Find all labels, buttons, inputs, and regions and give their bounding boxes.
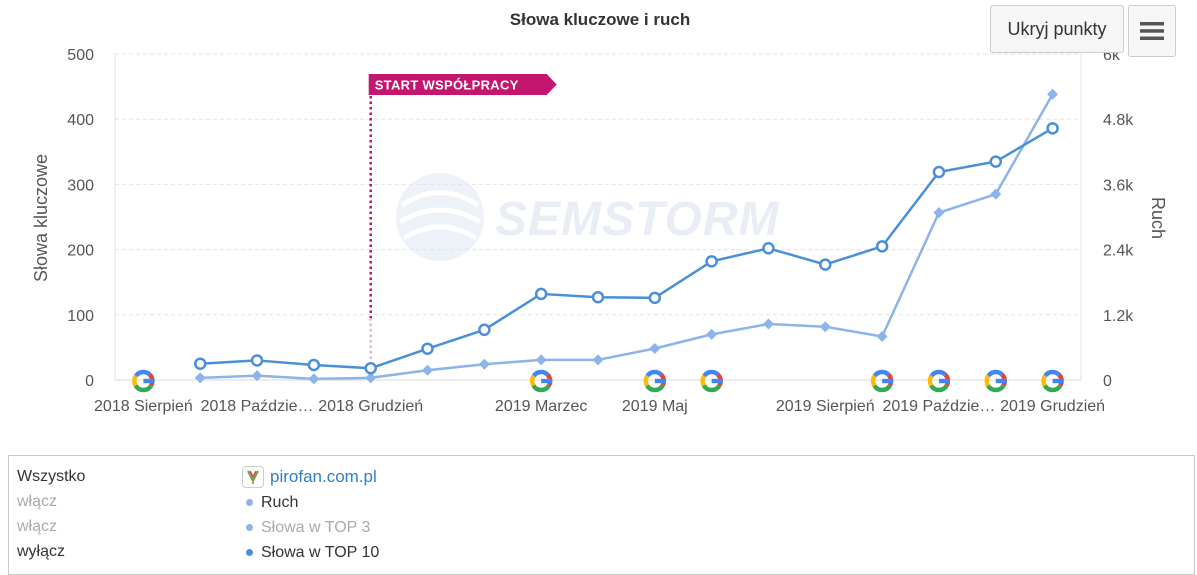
data-point	[932, 165, 946, 179]
y-right-tick-label: 2.4k	[1103, 243, 1134, 260]
google-icon	[132, 369, 155, 393]
series-group	[193, 88, 1059, 385]
google-icon	[1041, 369, 1064, 393]
data-point	[193, 357, 207, 370]
data-point	[876, 331, 888, 343]
google-icon	[984, 369, 1007, 393]
data-point	[1047, 88, 1059, 100]
toggle-all[interactable]: Wszystko	[17, 468, 86, 485]
chart-menu-button[interactable]	[1128, 5, 1176, 57]
semstorm-watermark: SEMSTORM	[396, 173, 779, 261]
y-right-tick-label: 1.2k	[1103, 308, 1134, 325]
google-icon	[643, 369, 667, 393]
data-point	[592, 354, 604, 366]
site-link[interactable]: pirofan.com.pl	[270, 467, 377, 486]
y-right-tick-label: 0	[1103, 373, 1112, 390]
y-left-tick-label: 300	[67, 177, 94, 194]
y-right-tick-label: 3.6k	[1103, 177, 1134, 194]
toggle-top10[interactable]: wyłącz	[17, 543, 66, 560]
legend-dot	[246, 549, 253, 556]
data-point	[762, 242, 775, 255]
data-point	[706, 328, 718, 340]
y-left-tick-label: 500	[67, 47, 94, 64]
legend-panel: Wszystko włącz włącz wyłącz pirofan.com.…	[8, 455, 1195, 575]
annotation-label: START WSPÓŁPRACY	[375, 78, 519, 93]
x-tick-label: 2018 Sierpień	[94, 398, 193, 415]
data-point	[648, 291, 662, 305]
legend-item-top3[interactable]: Słowa w TOP 3	[242, 515, 379, 540]
data-point	[649, 342, 661, 354]
watermark-text: SEMSTORM	[495, 193, 779, 246]
legend-dot	[246, 499, 253, 506]
data-point	[250, 354, 264, 367]
x-tick-label: 2018 Paździe…	[201, 398, 314, 415]
y-right-tick-label: 4.8k	[1103, 112, 1134, 129]
data-point	[705, 255, 718, 268]
data-point	[194, 372, 206, 384]
start-annotation: START WSPÓŁPRACY	[368, 74, 557, 376]
legend-toggles: Wszystko włącz włącz wyłącz	[17, 466, 85, 566]
x-tick-label: 2019 Sierpień	[776, 398, 875, 415]
data-point	[1046, 122, 1059, 135]
legend-label: Słowa w TOP 10	[261, 543, 380, 561]
data-point	[819, 258, 832, 271]
legend-dot	[246, 524, 253, 531]
data-point	[875, 240, 889, 253]
y-left-tick-label: 100	[67, 308, 94, 325]
legend-item-top10[interactable]: Słowa w TOP 10	[242, 540, 379, 565]
y-left-tick-label: 0	[85, 373, 94, 390]
x-tick-label: 2018 Grudzień	[318, 398, 423, 415]
google-icon	[529, 369, 553, 393]
legend-series-list: pirofan.com.pl Ruch Słowa w TOP 3 Słowa …	[242, 464, 379, 565]
y-left-tick-label: 200	[67, 243, 94, 260]
hide-points-button[interactable]: Ukryj punkty	[990, 5, 1124, 53]
y-left-tick-label: 400	[67, 112, 94, 129]
site-favicon-icon	[242, 466, 264, 488]
x-tick-label: 2019 Paździe…	[882, 398, 995, 415]
data-point	[365, 372, 377, 384]
y-axis-right-title: Ruch	[1148, 197, 1168, 239]
google-icon	[927, 369, 951, 393]
data-point	[364, 362, 377, 375]
x-tick-label: 2019 Maj	[622, 398, 688, 415]
data-point	[308, 373, 320, 385]
data-point	[478, 323, 491, 337]
data-point	[421, 342, 434, 355]
series-line	[200, 127, 1054, 370]
data-point	[251, 370, 263, 382]
google-icon	[700, 369, 723, 393]
data-point	[989, 155, 1003, 168]
data-point	[591, 290, 605, 304]
data-point	[422, 364, 434, 376]
data-point	[478, 358, 490, 370]
google-icon	[870, 369, 894, 393]
x-tick-label: 2019 Marzec	[495, 398, 588, 415]
grid-lines	[114, 53, 1082, 381]
hamburger-icon	[1140, 22, 1164, 40]
toggle-ruch[interactable]: włącz	[17, 493, 58, 510]
annotation-flag	[368, 74, 557, 95]
data-point	[307, 358, 321, 372]
y-axis-left-ticks: 0 100 200 300 400 500	[67, 47, 94, 390]
legend-label: Ruch	[261, 493, 299, 511]
watermark-logo-waves	[398, 190, 482, 241]
data-point	[535, 354, 547, 366]
legend-label: Słowa w TOP 3	[261, 518, 371, 536]
google-markers	[132, 369, 1064, 393]
data-point	[819, 321, 831, 333]
chart: Słowa kluczowe i ruch SEMSTORM 0 100 200 30…	[31, 10, 1168, 415]
y-axis-left-title: Słowa kluczowe	[31, 154, 51, 282]
toggle-top3[interactable]: włącz	[17, 518, 58, 535]
x-tick-label: 2019 Grudzień	[1000, 398, 1105, 415]
series-line	[200, 93, 1054, 381]
data-point	[762, 318, 774, 330]
data-point	[990, 188, 1002, 200]
data-point	[933, 207, 945, 219]
data-point	[534, 287, 548, 301]
legend-item-ruch[interactable]: Ruch	[242, 490, 379, 515]
legend-site: pirofan.com.pl	[242, 464, 379, 490]
chart-title: Słowa kluczowe i ruch	[510, 10, 690, 29]
x-axis-labels: 2018 Sierpień 2018 Paździe… 2018 Grudzień 2…	[94, 398, 1105, 415]
